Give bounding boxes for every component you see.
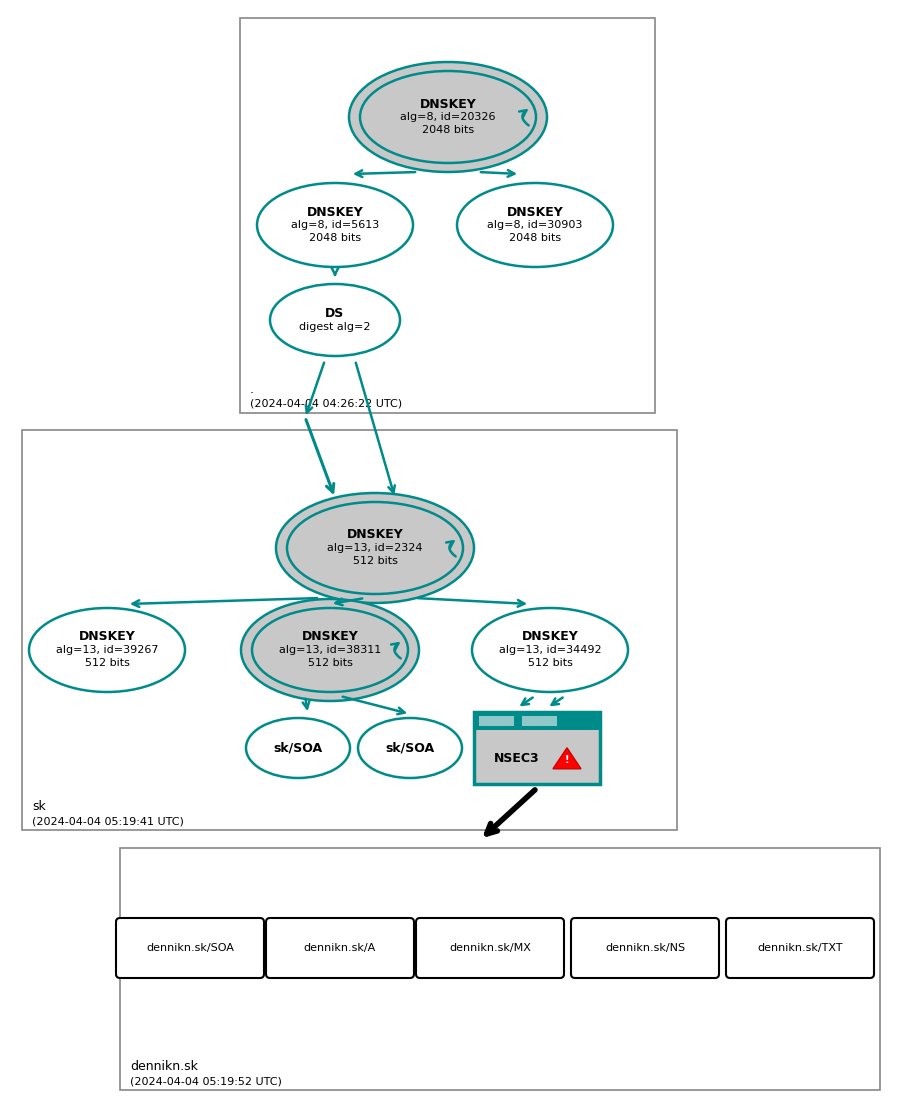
FancyBboxPatch shape [240, 18, 655, 413]
Text: 512 bits: 512 bits [308, 658, 353, 668]
FancyBboxPatch shape [120, 848, 880, 1090]
Text: alg=8, id=20326: alg=8, id=20326 [400, 112, 496, 122]
Ellipse shape [276, 493, 474, 603]
FancyBboxPatch shape [474, 712, 600, 731]
Text: 512 bits: 512 bits [353, 556, 398, 566]
Ellipse shape [360, 71, 536, 163]
Text: DNSKEY: DNSKEY [346, 528, 403, 542]
Text: alg=13, id=34492: alg=13, id=34492 [499, 645, 601, 655]
Text: DNSKEY: DNSKEY [78, 630, 135, 643]
Ellipse shape [457, 183, 613, 267]
Text: DNSKEY: DNSKEY [419, 97, 476, 111]
Text: .: . [250, 383, 254, 397]
FancyBboxPatch shape [266, 918, 414, 978]
Text: dennikn.sk: dennikn.sk [130, 1060, 198, 1073]
Ellipse shape [472, 608, 628, 693]
Ellipse shape [29, 608, 185, 693]
FancyBboxPatch shape [474, 712, 600, 784]
FancyBboxPatch shape [522, 716, 557, 726]
Text: sk: sk [32, 800, 46, 813]
Text: DNSKEY: DNSKEY [302, 630, 358, 643]
Text: dennikn.sk/TXT: dennikn.sk/TXT [757, 943, 842, 953]
FancyBboxPatch shape [726, 918, 874, 978]
Polygon shape [553, 747, 581, 768]
Text: DS: DS [326, 307, 345, 319]
Ellipse shape [246, 718, 350, 779]
Text: 2048 bits: 2048 bits [422, 125, 474, 135]
Text: (2024-04-04 05:19:41 UTC): (2024-04-04 05:19:41 UTC) [32, 817, 184, 825]
Text: sk/SOA: sk/SOA [385, 742, 435, 754]
Text: 2048 bits: 2048 bits [508, 233, 561, 244]
Text: 2048 bits: 2048 bits [309, 233, 361, 244]
Text: dennikn.sk/NS: dennikn.sk/NS [605, 943, 685, 953]
Text: dennikn.sk/SOA: dennikn.sk/SOA [146, 943, 234, 953]
Text: digest alg=2: digest alg=2 [299, 322, 371, 332]
Text: alg=13, id=39267: alg=13, id=39267 [56, 645, 158, 655]
FancyBboxPatch shape [571, 918, 719, 978]
Text: (2024-04-04 05:19:52 UTC): (2024-04-04 05:19:52 UTC) [130, 1076, 282, 1086]
Text: DNSKEY: DNSKEY [522, 630, 579, 643]
Text: DNSKEY: DNSKEY [307, 206, 364, 219]
FancyBboxPatch shape [416, 918, 564, 978]
Text: sk/SOA: sk/SOA [274, 742, 322, 754]
FancyBboxPatch shape [116, 918, 264, 978]
Text: dennikn.sk/MX: dennikn.sk/MX [449, 943, 531, 953]
Ellipse shape [270, 284, 400, 356]
Ellipse shape [349, 63, 547, 172]
Ellipse shape [252, 608, 408, 693]
Ellipse shape [287, 502, 463, 594]
Ellipse shape [241, 599, 419, 701]
Ellipse shape [257, 183, 413, 267]
Ellipse shape [358, 718, 462, 779]
Text: alg=8, id=30903: alg=8, id=30903 [487, 220, 582, 230]
Text: dennikn.sk/A: dennikn.sk/A [304, 943, 376, 953]
Text: alg=13, id=2324: alg=13, id=2324 [328, 543, 423, 553]
Text: 512 bits: 512 bits [85, 658, 130, 668]
Text: alg=13, id=38311: alg=13, id=38311 [279, 645, 381, 655]
FancyBboxPatch shape [479, 716, 514, 726]
Text: 512 bits: 512 bits [527, 658, 572, 668]
Text: alg=8, id=5613: alg=8, id=5613 [291, 220, 379, 230]
Text: (2024-04-04 04:26:22 UTC): (2024-04-04 04:26:22 UTC) [250, 399, 402, 409]
Text: !: ! [565, 755, 569, 765]
FancyBboxPatch shape [22, 430, 677, 830]
Text: NSEC3: NSEC3 [494, 753, 540, 765]
Text: DNSKEY: DNSKEY [507, 206, 563, 219]
